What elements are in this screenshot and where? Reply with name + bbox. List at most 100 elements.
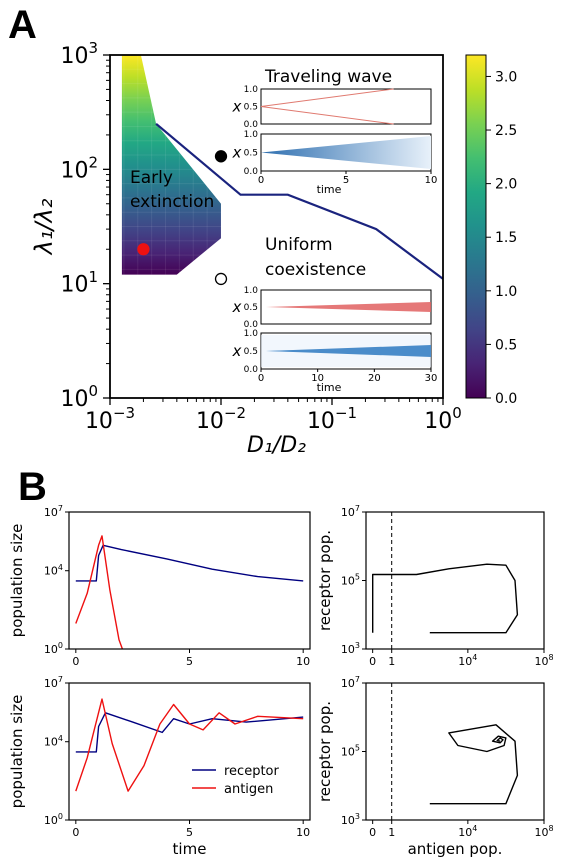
wave-front-lower (260, 106, 394, 125)
inset-y-tick-label: 0.5 (244, 149, 258, 159)
series-line-antigen (75, 698, 304, 792)
x-tick-label: 10 (296, 826, 310, 839)
x-tick-label: 10−2 (196, 404, 246, 434)
x-tick-label: 1 (388, 655, 395, 668)
colorbar (465, 54, 487, 399)
axes-frame (365, 682, 545, 821)
marker-1 (214, 272, 228, 286)
inset-y-tick-label: 1.0 (244, 286, 259, 296)
uniform-band (266, 345, 431, 357)
x-tick-label: 0 (72, 826, 79, 839)
x-axis-label: antigen pop. (408, 840, 503, 858)
inset-1-top: 0.0 0.5 1.0x (232, 286, 432, 330)
inset-y-tick-label: 0.5 (244, 103, 258, 113)
x-tick-label: 108 (534, 653, 553, 668)
inset-x-tick-label: 0 (258, 175, 264, 186)
x-tick-label: 108 (534, 824, 553, 839)
wave-density (261, 136, 431, 169)
x-tick-label: 5 (186, 826, 193, 839)
legend-label-antigen: antigen (224, 782, 273, 797)
region-label-early: Early (130, 168, 173, 188)
y-axis-label: receptor pop. (316, 530, 334, 631)
x-tick-label: 104 (458, 653, 477, 668)
inset-x-tick-label: 10 (311, 373, 324, 384)
inset-y-tick-label: 1.0 (244, 329, 259, 339)
x-tick-label: 5 (186, 655, 193, 668)
inset-0-top: 0.0 0.5 1.0x (232, 85, 432, 130)
x-tick-label: 1 (388, 826, 395, 839)
colorbar-tick-label: 1.5 (495, 230, 517, 246)
axes-frame (68, 682, 311, 821)
x-tick-label: 10−3 (85, 404, 135, 434)
inset-y-tick-label: 1.0 (244, 130, 259, 140)
y-tick-label: 100 (44, 812, 63, 827)
inset-frame (260, 88, 432, 125)
inset-x-tick-label: 5 (343, 175, 349, 186)
y-axis-label: population size (8, 524, 26, 638)
y-tick-label: 102 (60, 153, 98, 183)
y-axis-label: receptor pop. (316, 701, 334, 802)
inset-x-tick-label: 20 (368, 373, 381, 384)
heatmap-cells (121, 55, 221, 275)
series-line-0 (372, 563, 519, 634)
plot-B-top-left: 100 104 107 0 5 10 population size (8, 504, 311, 668)
x-tick-label: 0 (72, 655, 79, 668)
colorbar-tick-label: 2.0 (495, 177, 517, 193)
region-label-coexistence: coexistence (265, 260, 366, 280)
colorbar-tick-label: 1.0 (495, 284, 517, 300)
region-label-traveling-wave: Traveling wave (264, 67, 392, 87)
inset-x-tick-label: 0 (258, 373, 264, 384)
y-axis-label: population size (8, 695, 26, 809)
colorbar-tick-label: 2.5 (495, 123, 517, 139)
series-line-1 (75, 535, 124, 649)
y-tick-label: 104 (44, 563, 63, 578)
x-axis-label: time (173, 840, 207, 858)
x-tick-label: 0 (369, 655, 376, 668)
y-tick-label: 107 (44, 675, 63, 690)
phase-boundary-line (155, 122, 444, 280)
series-line-0 (429, 724, 519, 805)
colorbar-tick-label: 3.0 (495, 69, 517, 85)
x-tick-label: 10−1 (307, 404, 357, 434)
inset-x-tick-label: 30 (425, 373, 438, 384)
x-tick-label: 10 (296, 655, 310, 668)
y-tick-label: 107 (44, 504, 63, 519)
inset-y-tick-label: 0.5 (244, 303, 258, 313)
inset-1-bottom: 0.0 0.5 1.0x 0 10 20 30 time (232, 329, 438, 394)
marker-0 (214, 150, 228, 163)
colorbar-tick-label: 0.0 (495, 391, 517, 407)
inset-y-tick-label: 1.0 (244, 85, 259, 95)
inset-y-tick-label: 0.0 (244, 167, 259, 177)
inset-y-tick-label: 0.0 (244, 365, 259, 375)
y-tick-label: 103 (341, 812, 360, 827)
region-label-extinction: extinction (130, 192, 214, 212)
inset-y-tick-label: 0.0 (244, 320, 259, 330)
y-tick-label: 101 (60, 268, 98, 298)
y-axis-label: λ₁/λ₂ (30, 198, 58, 256)
wave-front-upper (260, 88, 394, 107)
inset-y-label: x (232, 298, 242, 316)
x-tick-label: 100 (424, 404, 462, 434)
x-tick-label: 104 (458, 824, 477, 839)
inset-y-label: x (232, 144, 242, 162)
inset-y-tick-label: 0.0 (244, 120, 259, 130)
colorbar-tick-label: 0.5 (495, 337, 517, 353)
uniform-density (266, 302, 431, 312)
axes-frame (109, 54, 444, 399)
panel-label-b: B (18, 465, 47, 509)
y-tick-label: 100 (44, 641, 63, 656)
axes-frame (68, 511, 311, 650)
x-tick-label: 0 (369, 826, 376, 839)
y-tick-label: 107 (341, 675, 360, 690)
axes-frame (365, 511, 545, 650)
region-label-uniform: Uniform (265, 235, 333, 255)
inset-x-tick-label: 10 (425, 175, 438, 186)
panel-label-a: A (8, 3, 37, 47)
y-tick-label: 103 (60, 39, 98, 69)
inset-0-bottom: 0.0 0.5 1.0x 0 5 10 time (232, 130, 438, 196)
y-tick-label: 104 (44, 734, 63, 749)
panel-a-heatmap: 10−3 10−2 10−1 100100101102103D₁/D₂λ₁/λ₂Ear… (30, 39, 517, 458)
y-tick-label: 105 (341, 573, 360, 588)
plot-B-top-right: 103 105 107 0 1 104 108 receptor pop. (316, 504, 554, 668)
